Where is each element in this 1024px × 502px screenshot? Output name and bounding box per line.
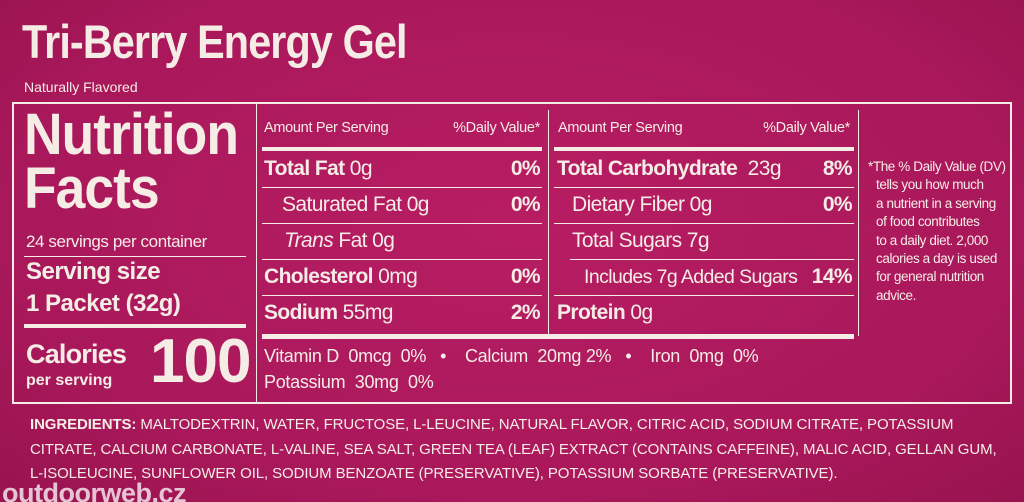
- daily-value: 0%: [510, 193, 541, 216]
- divider: [24, 324, 246, 328]
- nutrient-amount: 0g: [406, 193, 430, 216]
- nutrient-name-italic: Trans: [284, 229, 334, 252]
- divider: [554, 187, 854, 188]
- servings-per-container: 24 servings per container: [26, 232, 207, 251]
- footnote-line: for general nutrition: [876, 269, 984, 285]
- divider: [262, 147, 542, 151]
- nutrient-amount: 0mg: [378, 265, 418, 288]
- nutrient-amount: 55mg: [342, 301, 394, 324]
- vitamin-name: Iron: [650, 346, 681, 366]
- nutrient-amount: 0g: [689, 193, 713, 216]
- nutrient-name: Dietary Fiber: [572, 193, 685, 216]
- nutrient-row: Total Fat 0g 0%: [264, 151, 541, 187]
- vitamin-name: Potassium: [264, 372, 346, 392]
- daily-value: 0%: [510, 157, 541, 180]
- vitamin-dv: 0%: [732, 346, 759, 366]
- footnote-line: a nutrient in a serving: [876, 195, 996, 211]
- header-text: Amount Per Serving: [264, 120, 389, 136]
- serving-size-label: Serving size: [26, 258, 161, 285]
- header-text: %Daily Value*: [763, 120, 850, 136]
- vitamin-dv: 0%: [407, 372, 434, 392]
- footnote-line: of food contributes: [876, 214, 980, 230]
- nutrient-amount: 0g: [372, 229, 395, 252]
- footnote-line: tells you how much: [876, 177, 984, 193]
- daily-value: 8%: [822, 157, 853, 180]
- nutrient-name: Saturated Fat: [282, 193, 402, 216]
- divider: [262, 259, 542, 260]
- daily-value: 2%: [510, 301, 541, 324]
- nutrient-row: Total Carbohydrate 23g 8%: [557, 151, 853, 187]
- facts-heading: Nutrition Facts: [24, 102, 239, 221]
- calories-label: Calories: [26, 339, 127, 369]
- nutrient-row: Protein 0g: [557, 295, 852, 331]
- vitamin-dv: 0%: [400, 346, 427, 366]
- ingredients: INGREDIENTS: MALTODEXTRIN, WATER, FRUCTO…: [30, 413, 1000, 487]
- nutrient-name: Protein: [557, 301, 626, 324]
- nutrient-row: Total Sugars 7g: [572, 223, 852, 259]
- table-header: Amount Per Serving %Daily Value*: [558, 120, 850, 136]
- vitamin-amount: 30mg: [354, 372, 399, 392]
- nutrient-amount: 0g: [630, 301, 653, 324]
- nutrient-amount: 7g: [686, 229, 710, 252]
- nutrient-amount: 0g: [349, 157, 373, 180]
- vitamin-amount: 20mg: [537, 346, 582, 366]
- nutrient-name: Includes 7g Added Sugars: [584, 265, 798, 288]
- footnote: *The % Daily Value (DV) tells you how mu…: [868, 158, 1006, 305]
- divider: [554, 147, 854, 151]
- footnote-line: *The % Daily Value (DV): [868, 159, 1006, 174]
- divider: [256, 104, 257, 402]
- divider: [858, 110, 859, 336]
- nutrient-row: Saturated Fat 0g 0%: [282, 187, 541, 223]
- vitamin-name: Calcium: [464, 346, 528, 366]
- nutrient-name: Total Carbohydrate: [557, 157, 738, 180]
- vitamins-line: Potassium 30mg 0%: [264, 372, 434, 393]
- vitamin-amount: 0mg: [689, 346, 724, 366]
- divider: [262, 223, 542, 224]
- table-header: Amount Per Serving %Daily Value*: [264, 120, 540, 136]
- facts-heading-line: Nutrition: [24, 102, 239, 167]
- divider: [262, 295, 542, 296]
- divider: [548, 110, 549, 336]
- header-text: %Daily Value*: [453, 120, 540, 136]
- serving-size: 1 Packet (32g): [26, 290, 181, 317]
- daily-value: 0%: [822, 193, 853, 216]
- nutrient-row: Sodium 55mg 2%: [264, 295, 541, 331]
- ingredients-text: MALTODEXTRIN, WATER, FRUCTOSE, L-LEUCINE…: [30, 416, 997, 482]
- nutrient-row: Dietary Fiber 0g 0%: [572, 187, 853, 223]
- nutrient-name: Fat: [338, 229, 367, 252]
- nutrient-name: Total Sugars: [572, 229, 682, 252]
- vitamin-name: Vitamin D: [264, 346, 339, 366]
- footnote-line: advice.: [876, 287, 916, 303]
- product-title: Tri-Berry Energy Gel: [22, 15, 408, 68]
- watermark: outdoorweb.cz: [2, 478, 187, 502]
- facts-box: [12, 102, 1012, 404]
- footnote-line: calories a day is used: [876, 251, 998, 267]
- footnote-line: to a daily diet. 2,000: [876, 232, 989, 248]
- calories-sub: per serving: [26, 372, 113, 389]
- divider: [262, 187, 542, 188]
- facts-heading-line: Facts: [24, 156, 160, 221]
- nutrient-name: Cholesterol: [264, 265, 374, 288]
- header-text: Amount Per Serving: [558, 120, 683, 136]
- vitamins-line: Vitamin D 0mcg 0% • Calcium 20mg 2% • Ir…: [264, 346, 759, 366]
- divider: [554, 223, 854, 224]
- nutrient-name: Total Fat: [264, 157, 345, 180]
- nutrient-row: Trans Fat 0g: [284, 223, 540, 259]
- product-subtitle: Naturally Flavored: [24, 79, 138, 95]
- vitamin-amount: 0mcg: [348, 346, 392, 366]
- divider: [570, 259, 854, 260]
- daily-value: 14%: [811, 265, 853, 288]
- nutrient-row: Includes 7g Added Sugars 14%: [584, 259, 853, 295]
- daily-value: 0%: [510, 265, 541, 288]
- divider: [554, 295, 854, 296]
- nutrient-name: Sodium: [264, 301, 338, 324]
- ingredients-label: INGREDIENTS:: [30, 416, 137, 433]
- nutrient-amount: 23g: [747, 157, 782, 180]
- divider: [24, 256, 246, 257]
- vitamin-dv: 2%: [585, 346, 612, 366]
- divider: [262, 334, 854, 339]
- calories-value: 100: [150, 327, 251, 396]
- nutrient-row: Cholesterol 0mg 0%: [264, 259, 541, 295]
